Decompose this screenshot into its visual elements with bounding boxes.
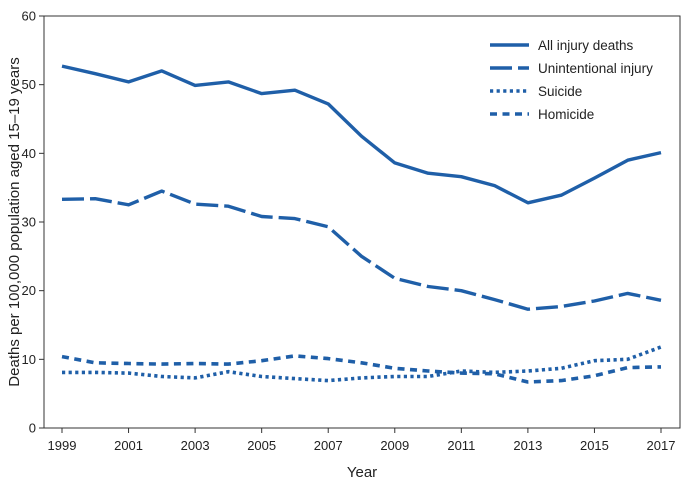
y-axis-title: Deaths per 100,000 population aged 15–19… [6,57,23,386]
x-tick-label: 2003 [181,438,210,453]
y-tick-label: 0 [29,421,36,436]
y-tick-label: 10 [22,352,36,367]
x-tick-label: 2013 [513,438,542,453]
x-tick-label: 2007 [314,438,343,453]
x-tick-label: 2017 [647,438,676,453]
series-line-unintentional-injury [61,189,662,311]
x-tick-label: 2011 [447,438,475,453]
legend-label-unintentional-injury: Unintentional injury [538,61,653,76]
series-line-all-injury-deaths [61,64,662,205]
x-tick-label: 2001 [114,438,143,453]
y-tick-label: 50 [22,77,36,92]
y-tick-label: 40 [22,146,36,161]
x-axis-title: Year [347,464,377,481]
series-line-suicide [62,345,662,383]
legend-label-all-injury-deaths: All injury deaths [538,38,634,53]
legend-label-homicide: Homicide [538,107,594,122]
x-tick-label: 2015 [580,438,609,453]
series-line-homicide [61,354,662,384]
y-tick-label: 30 [22,215,36,230]
x-tick-label: 1999 [48,438,77,453]
x-tick-label: 2005 [247,438,276,453]
x-tick-label: 2009 [380,438,409,453]
y-tick-label: 20 [22,283,36,298]
legend-label-suicide: Suicide [538,84,582,99]
y-tick-label: 60 [22,9,36,24]
